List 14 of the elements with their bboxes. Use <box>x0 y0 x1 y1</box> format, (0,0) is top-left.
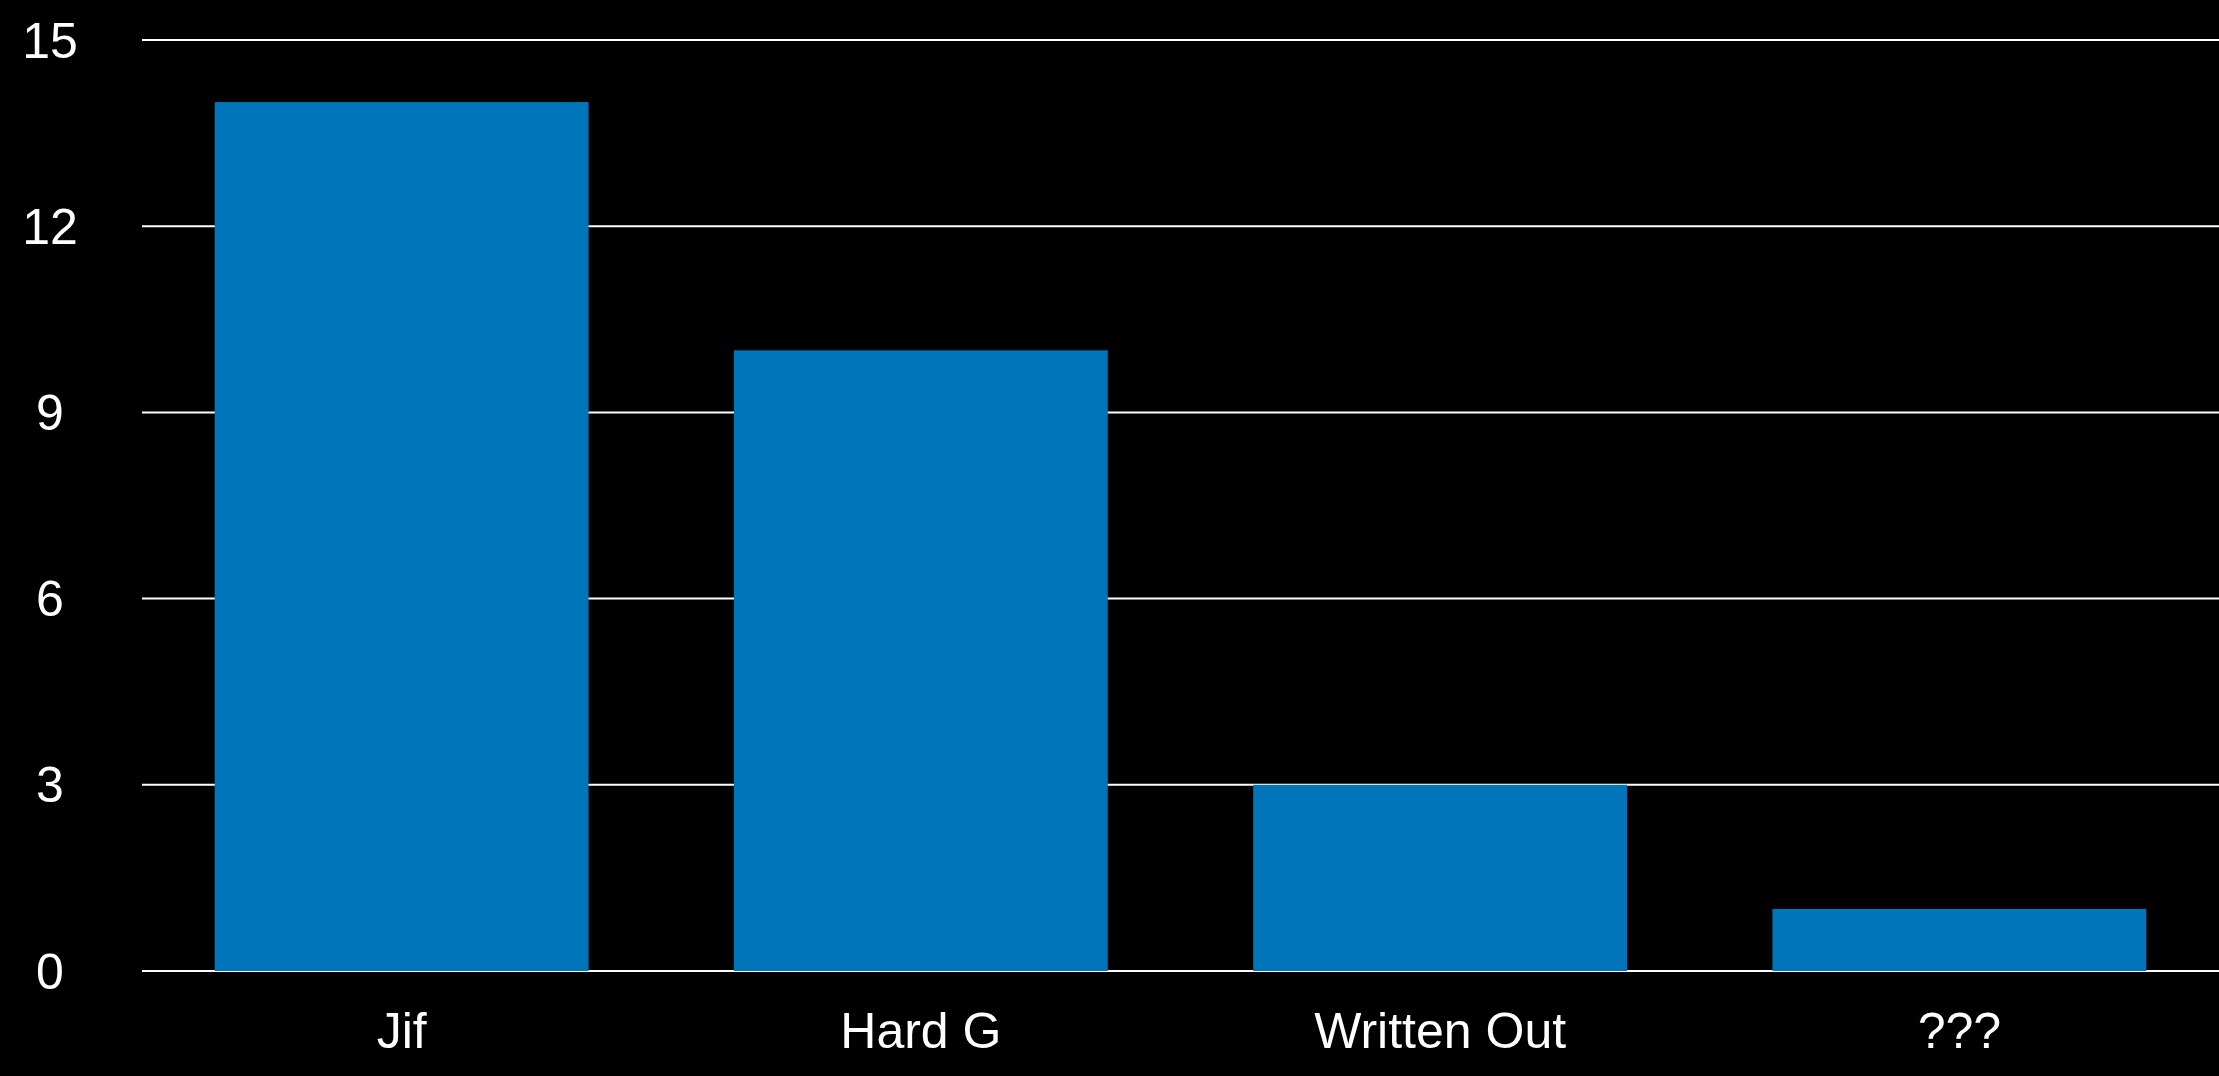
bar <box>1253 784 1628 971</box>
x-tick-label: ??? <box>1917 1003 2002 1059</box>
bar <box>214 102 589 971</box>
y-tick-label: 3 <box>36 757 64 814</box>
y-tick-label: 9 <box>36 384 64 441</box>
y-tick-label: 6 <box>36 571 64 628</box>
x-tick-label: Hard G <box>840 1003 1002 1059</box>
y-tick-label: 15 <box>22 12 78 69</box>
bar <box>733 350 1108 971</box>
y-tick-label: 0 <box>36 943 64 1000</box>
bar <box>1772 908 2147 971</box>
y-tick-label: 12 <box>22 198 78 255</box>
x-tick-label: Written Out <box>1314 1003 1567 1059</box>
x-tick-label: Jif <box>376 1003 427 1059</box>
